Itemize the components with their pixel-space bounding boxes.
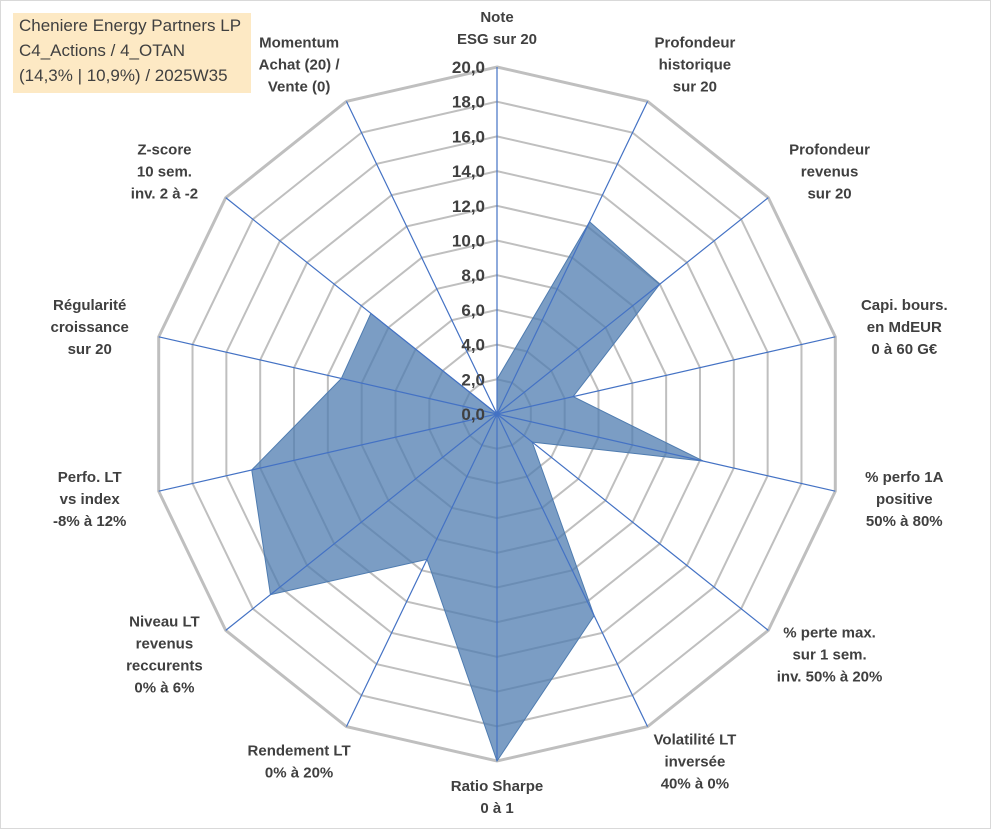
category-label-line: en MdEUR xyxy=(867,319,942,336)
category-label: % perte max. sur 1 sem. inv. 50% à 20% xyxy=(777,624,883,685)
category-label-line: Profondeur xyxy=(789,142,870,159)
category-label-line: Niveau LT xyxy=(129,613,200,630)
radial-tick-label: 14,0 xyxy=(452,162,485,181)
category-label: Ratio Sharpe 0 à 1 xyxy=(451,778,544,817)
category-label-line: sur 1 sem. xyxy=(792,646,866,663)
category-label-line: Volatilité LT xyxy=(654,732,737,749)
category-label-line: Vente (0) xyxy=(268,78,331,95)
info-line-1: Cheniere Energy Partners LP xyxy=(19,16,242,35)
category-label: Z-score 10 sem. inv. 2 à -2 xyxy=(131,142,198,203)
category-label: Perfo. LT vs index -8% à 12% xyxy=(53,469,126,530)
radial-tick-label: 20,0 xyxy=(452,58,485,77)
category-label-line: % perfo 1A xyxy=(865,469,944,486)
category-label-line: 40% à 0% xyxy=(661,776,729,793)
radial-tick-label: 0,0 xyxy=(461,405,485,424)
axis-spoke xyxy=(158,413,498,492)
category-label-line: % perte max. xyxy=(783,624,876,641)
category-label-line: ESG sur 20 xyxy=(457,31,537,48)
category-label-line: inversée xyxy=(664,754,725,771)
category-label-line: Capi. bours. xyxy=(861,297,948,314)
axis-spoke xyxy=(225,197,498,415)
radial-tick-label: 18,0 xyxy=(452,93,485,112)
category-label: % perfo 1A positive 50% à 80% xyxy=(865,469,944,530)
axis-spoke xyxy=(496,336,836,415)
info-box: Cheniere Energy Partners LP C4_Actions /… xyxy=(13,13,251,93)
category-label-line: inv. 50% à 20% xyxy=(777,668,883,685)
category-label-line: Ratio Sharpe xyxy=(451,778,544,795)
category-label-line: Achat (20) / xyxy=(259,56,341,73)
category-label-line: 0 à 1 xyxy=(480,800,513,817)
category-label-line: 10 sem. xyxy=(137,164,192,181)
category-label-line: 0% à 20% xyxy=(265,765,333,782)
category-label-line: sur 20 xyxy=(807,186,851,203)
category-label-line: historique xyxy=(659,56,732,73)
category-label-line: Z-score xyxy=(137,142,191,159)
category-label-line: Profondeur xyxy=(654,34,735,51)
category-label-line: 0 à 60 G€ xyxy=(871,341,938,358)
category-label: Volatilité LT inversée 40% à 0% xyxy=(654,732,737,793)
radial-tick-label: 8,0 xyxy=(461,266,485,285)
info-line-3: (14,3% | 10,9%) / 2025W35 xyxy=(19,66,228,85)
axis-spoke xyxy=(345,101,498,415)
category-label: Capi. bours. en MdEUR 0 à 60 G€ xyxy=(861,297,948,358)
axis-spoke xyxy=(496,413,836,492)
category-label-line: 50% à 80% xyxy=(866,513,943,530)
category-label-line: Note xyxy=(480,9,513,26)
category-label: Profondeur historique sur 20 xyxy=(654,34,735,95)
category-label-line: Rendement LT xyxy=(248,743,351,760)
radial-tick-label: 10,0 xyxy=(452,232,485,251)
radial-tick-label: 6,0 xyxy=(461,301,485,320)
category-label: Niveau LT revenus reccurents 0% à 6% xyxy=(126,613,203,696)
category-label-line: -8% à 12% xyxy=(53,513,126,530)
category-label-line: Perfo. LT xyxy=(58,469,122,486)
category-label-line: positive xyxy=(876,491,933,508)
category-label-line: sur 20 xyxy=(673,78,717,95)
category-label: Profondeur revenus sur 20 xyxy=(789,142,870,203)
category-label-line: revenus xyxy=(136,635,194,652)
category-label: Momentum Achat (20) / Vente (0) xyxy=(259,34,341,95)
category-label-line: sur 20 xyxy=(68,341,112,358)
category-label-line: reccurents xyxy=(126,657,203,674)
axis-spoke xyxy=(496,197,769,415)
category-label-line: 0% à 6% xyxy=(134,679,194,696)
category-label-line: vs index xyxy=(60,491,121,508)
radial-tick-label: 2,0 xyxy=(461,370,485,389)
category-label-line: revenus xyxy=(801,164,859,181)
axis-spoke xyxy=(496,413,649,727)
radial-tick-label: 12,0 xyxy=(452,197,485,216)
category-label-line: Régularité xyxy=(53,297,126,314)
axis-spoke xyxy=(496,101,649,415)
axis-spoke xyxy=(496,413,769,631)
radial-tick-label: 16,0 xyxy=(452,127,485,146)
axis-spoke xyxy=(345,413,498,727)
category-label-line: inv. 2 à -2 xyxy=(131,186,198,203)
category-label: Régularité croissance sur 20 xyxy=(51,297,129,358)
axis-spoke xyxy=(225,413,498,631)
category-label: Rendement LT 0% à 20% xyxy=(248,743,351,782)
category-label-line: croissance xyxy=(51,319,129,336)
radial-tick-label: 4,0 xyxy=(461,336,485,355)
category-label: Note ESG sur 20 xyxy=(457,9,537,48)
category-label-line: Momentum xyxy=(259,34,339,51)
info-line-2: C4_Actions / 4_OTAN xyxy=(19,41,185,60)
axis-spoke xyxy=(158,336,498,415)
